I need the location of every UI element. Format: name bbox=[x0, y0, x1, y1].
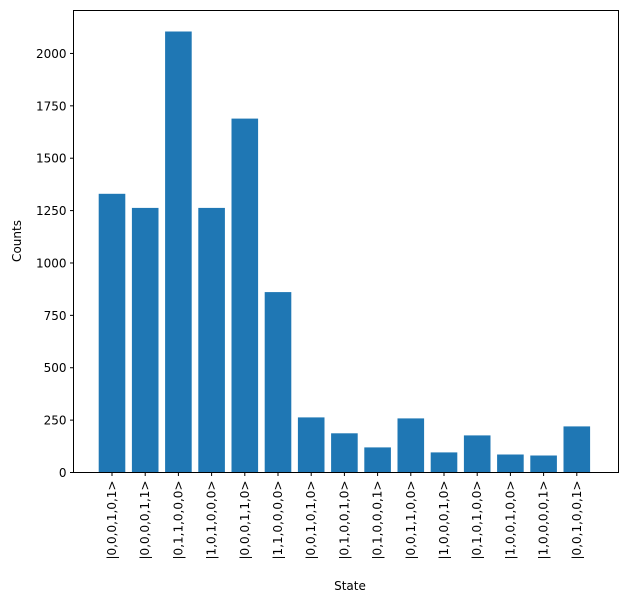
bar bbox=[497, 454, 524, 473]
x-tick-label: |0,0,0,1,1,0> bbox=[238, 481, 252, 560]
bar bbox=[397, 418, 425, 473]
x-tick-label: |1,0,0,1,0,0> bbox=[503, 481, 517, 560]
x-axis-label: State bbox=[334, 579, 366, 593]
x-tick-label: |0,1,0,0,0,1> bbox=[371, 481, 385, 560]
x-tick-label: |0,0,1,0,0,1> bbox=[570, 481, 584, 560]
x-tick-label: |0,1,0,0,1,0> bbox=[337, 481, 351, 560]
y-tick-label: 1250 bbox=[36, 204, 67, 218]
x-tick-label: |1,1,0,0,0,0> bbox=[271, 481, 285, 560]
bar bbox=[198, 207, 225, 473]
y-tick-label: 1000 bbox=[36, 256, 67, 270]
y-tick-label: 1500 bbox=[36, 152, 67, 166]
y-axis: 0 250 500 750 1000 1250 1500 1750 2000 bbox=[36, 47, 74, 480]
bar bbox=[530, 455, 557, 473]
y-tick-label: 1750 bbox=[36, 99, 67, 113]
x-tick-label: |0,1,1,0,0,0> bbox=[171, 481, 185, 560]
bar bbox=[364, 447, 391, 473]
y-tick-label: 500 bbox=[44, 361, 67, 375]
x-tick-label: |1,0,0,0,1,0> bbox=[437, 481, 451, 560]
x-tick-label: |1,0,0,0,0,1> bbox=[537, 481, 551, 560]
y-axis-label: Counts bbox=[10, 220, 24, 262]
bar bbox=[563, 426, 591, 473]
x-tick-label: |0,0,0,1,0,1> bbox=[105, 481, 119, 560]
x-tick-label: |0,0,0,0,1,1> bbox=[138, 481, 152, 560]
bar bbox=[165, 31, 192, 473]
bar bbox=[131, 207, 159, 473]
bar bbox=[264, 292, 292, 473]
x-tick-label: |1,0,1,0,0,0> bbox=[205, 481, 219, 560]
bar bbox=[463, 435, 491, 473]
plot-frame bbox=[73, 10, 619, 473]
x-tick-label: |0,1,0,1,0,0> bbox=[470, 481, 484, 560]
y-tick-label: 2000 bbox=[36, 47, 67, 61]
bar bbox=[430, 452, 458, 473]
x-tick-label: |0,0,1,0,1,0> bbox=[304, 481, 318, 560]
bar bbox=[231, 118, 259, 473]
bar bbox=[297, 417, 325, 473]
bar bbox=[331, 433, 358, 473]
x-tick-label: |0,0,1,1,0,0> bbox=[404, 481, 418, 560]
bars-group bbox=[98, 31, 591, 473]
x-axis: |0,0,0,1,0,1> |0,0,0,0,1,1> |0,1,1,0,0,0> |… bbox=[105, 472, 584, 560]
y-tick-label: 750 bbox=[44, 309, 67, 323]
y-tick-label: 250 bbox=[44, 414, 67, 428]
y-tick-label: 0 bbox=[59, 466, 67, 480]
bar bbox=[98, 193, 126, 473]
